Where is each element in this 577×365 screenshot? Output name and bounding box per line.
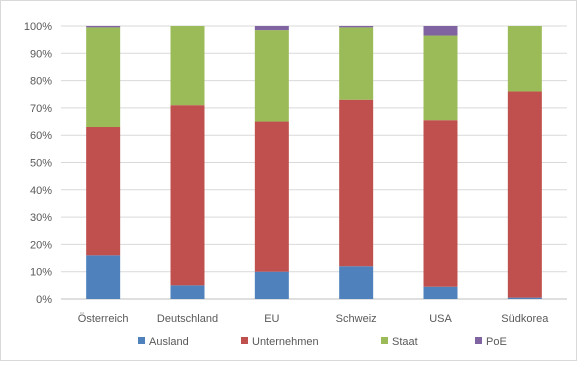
bar-segment-staat [507, 26, 542, 92]
y-tick-label: 40% [30, 185, 52, 197]
x-category-label: Schweiz [336, 313, 377, 325]
bar-segment-poe [423, 26, 458, 36]
bar-segment-staat [254, 30, 289, 122]
bar-segment-ausland [339, 266, 374, 299]
y-tick-label: 100% [24, 21, 52, 33]
y-tick-label: 30% [30, 212, 52, 224]
x-category-label: EU [264, 313, 279, 325]
legend-swatch [138, 337, 145, 344]
y-tick-label: 90% [30, 48, 52, 60]
legend-swatch [381, 337, 388, 344]
bar-segment-ausland [254, 271, 289, 299]
bar-segment-unternehmen [423, 120, 458, 287]
x-category-label: Südkorea [501, 313, 549, 325]
legend-label: Unternehmen [252, 336, 319, 348]
y-tick-label: 80% [30, 76, 52, 88]
bar-segment-staat [86, 27, 121, 128]
y-tick-label: 50% [30, 158, 52, 170]
legend-label: PoE [486, 336, 507, 348]
bar-segment-staat [423, 35, 458, 121]
bar-segment-unternehmen [507, 91, 542, 298]
bar-segment-unternehmen [170, 105, 205, 286]
y-axis-tick-labels: 0% 10% 20% 30% 40% 50% 60% 70% 80% 90% 100% [24, 21, 52, 306]
bar-segment-staat [339, 27, 374, 100]
gridlines [61, 25, 567, 300]
bar-segment-unternehmen [254, 121, 289, 272]
bar-segment-poe [86, 26, 121, 28]
x-category-label: USA [429, 313, 452, 325]
x-axis-category-labels: Österreich Deutschland EU Schweiz USA Südkore… [78, 313, 549, 325]
bar-segment-staat [170, 26, 205, 106]
y-tick-label: 20% [30, 239, 52, 251]
legend-label: Staat [392, 336, 418, 348]
y-tick-label: 0% [36, 294, 52, 306]
y-tick-label: 70% [30, 103, 52, 115]
bar-segment-poe [254, 26, 289, 31]
bar-segment-ausland [170, 285, 205, 299]
legend-swatch [475, 337, 482, 344]
x-category-label: Deutschland [157, 313, 218, 325]
y-tick-label: 10% [30, 267, 52, 279]
bar-segment-unternehmen [86, 127, 121, 256]
x-category-label: Österreich [78, 313, 129, 325]
bar-segment-ausland [423, 286, 458, 299]
legend: Ausland Unternehmen Staat PoE [138, 336, 507, 348]
bar-segment-unternehmen [339, 99, 374, 267]
bar-segment-poe [339, 26, 374, 28]
bar-segment-ausland [86, 255, 121, 299]
y-tick-label: 60% [30, 130, 52, 142]
bars [86, 26, 542, 299]
legend-swatch [241, 337, 248, 344]
legend-label: Ausland [149, 336, 189, 348]
bar-segment-ausland [507, 297, 542, 299]
